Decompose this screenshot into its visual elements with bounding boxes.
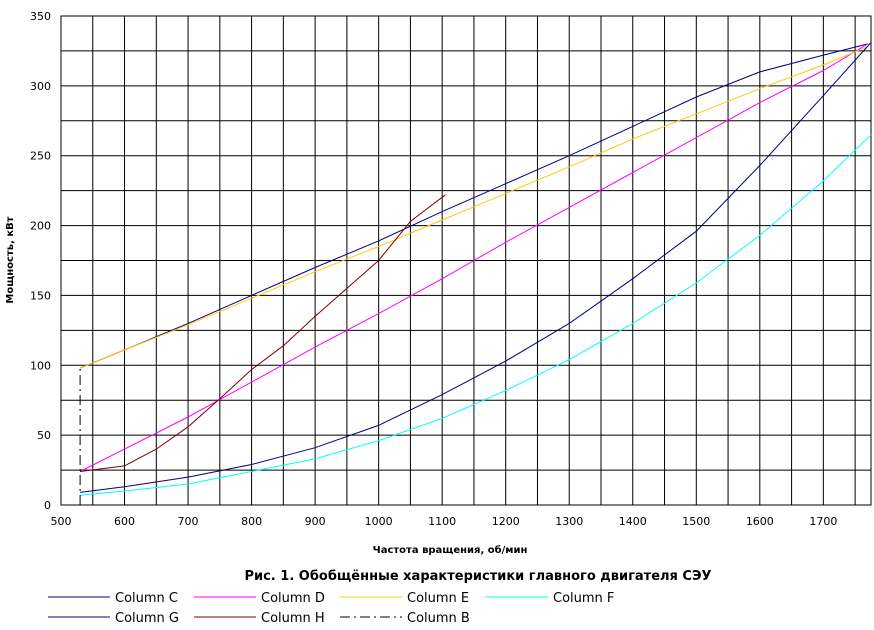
x-tick-label: 1400 [619,515,647,528]
series-line-column-h [80,194,446,472]
series-line-column-f [80,134,872,496]
series-line-column-e [79,46,868,369]
y-tick-label: 0 [44,499,51,512]
y-tick-label: 300 [30,80,51,93]
legend-label: Column G [115,611,179,626]
x-tick-label: 1200 [492,515,520,528]
y-tick-label: 100 [30,359,51,372]
x-tick-label: 1600 [746,515,774,528]
y-tick-label: 350 [30,10,51,23]
legend-label: Column F [553,591,614,606]
legend-label: Column D [261,591,325,606]
chart-title: Рис. 1. Обобщённые характеристики главно… [244,569,711,584]
legend: Column C Column D Column E Column F Column G… [48,591,614,626]
y-axis-title: Мощность, кВт [5,216,16,303]
series-line-column-d [79,43,869,472]
x-tick-label: 600 [114,515,135,528]
x-axis-title: Частота вращения, об/мин [373,544,528,556]
series-line-column-g [80,42,872,493]
x-tick-label: 500 [51,515,72,528]
legend-label: Column H [261,611,325,626]
series-group [79,42,872,505]
legend-label: Column B [407,611,470,626]
legend-label: Column E [407,591,469,606]
tick-labels: 500 600 700 800 900 1000 1100 1200 1300 1400 1500 1… [30,10,837,528]
x-tick-label: 1100 [428,515,456,528]
x-tick-label: 1300 [555,515,583,528]
x-tick-label: 1700 [809,515,837,528]
x-tick-label: 1500 [682,515,710,528]
x-tick-label: 800 [241,515,262,528]
y-tick-label: 150 [30,289,51,302]
legend-label: Column C [115,591,178,606]
series-line-column-c [79,43,868,369]
y-tick-label: 200 [30,220,51,233]
grid [60,15,872,506]
x-tick-label: 700 [178,515,199,528]
y-tick-label: 50 [37,429,51,442]
x-tick-label: 900 [305,515,326,528]
plot-frame [60,15,872,506]
x-tick-label: 1000 [365,515,393,528]
y-tick-label: 250 [30,150,51,163]
